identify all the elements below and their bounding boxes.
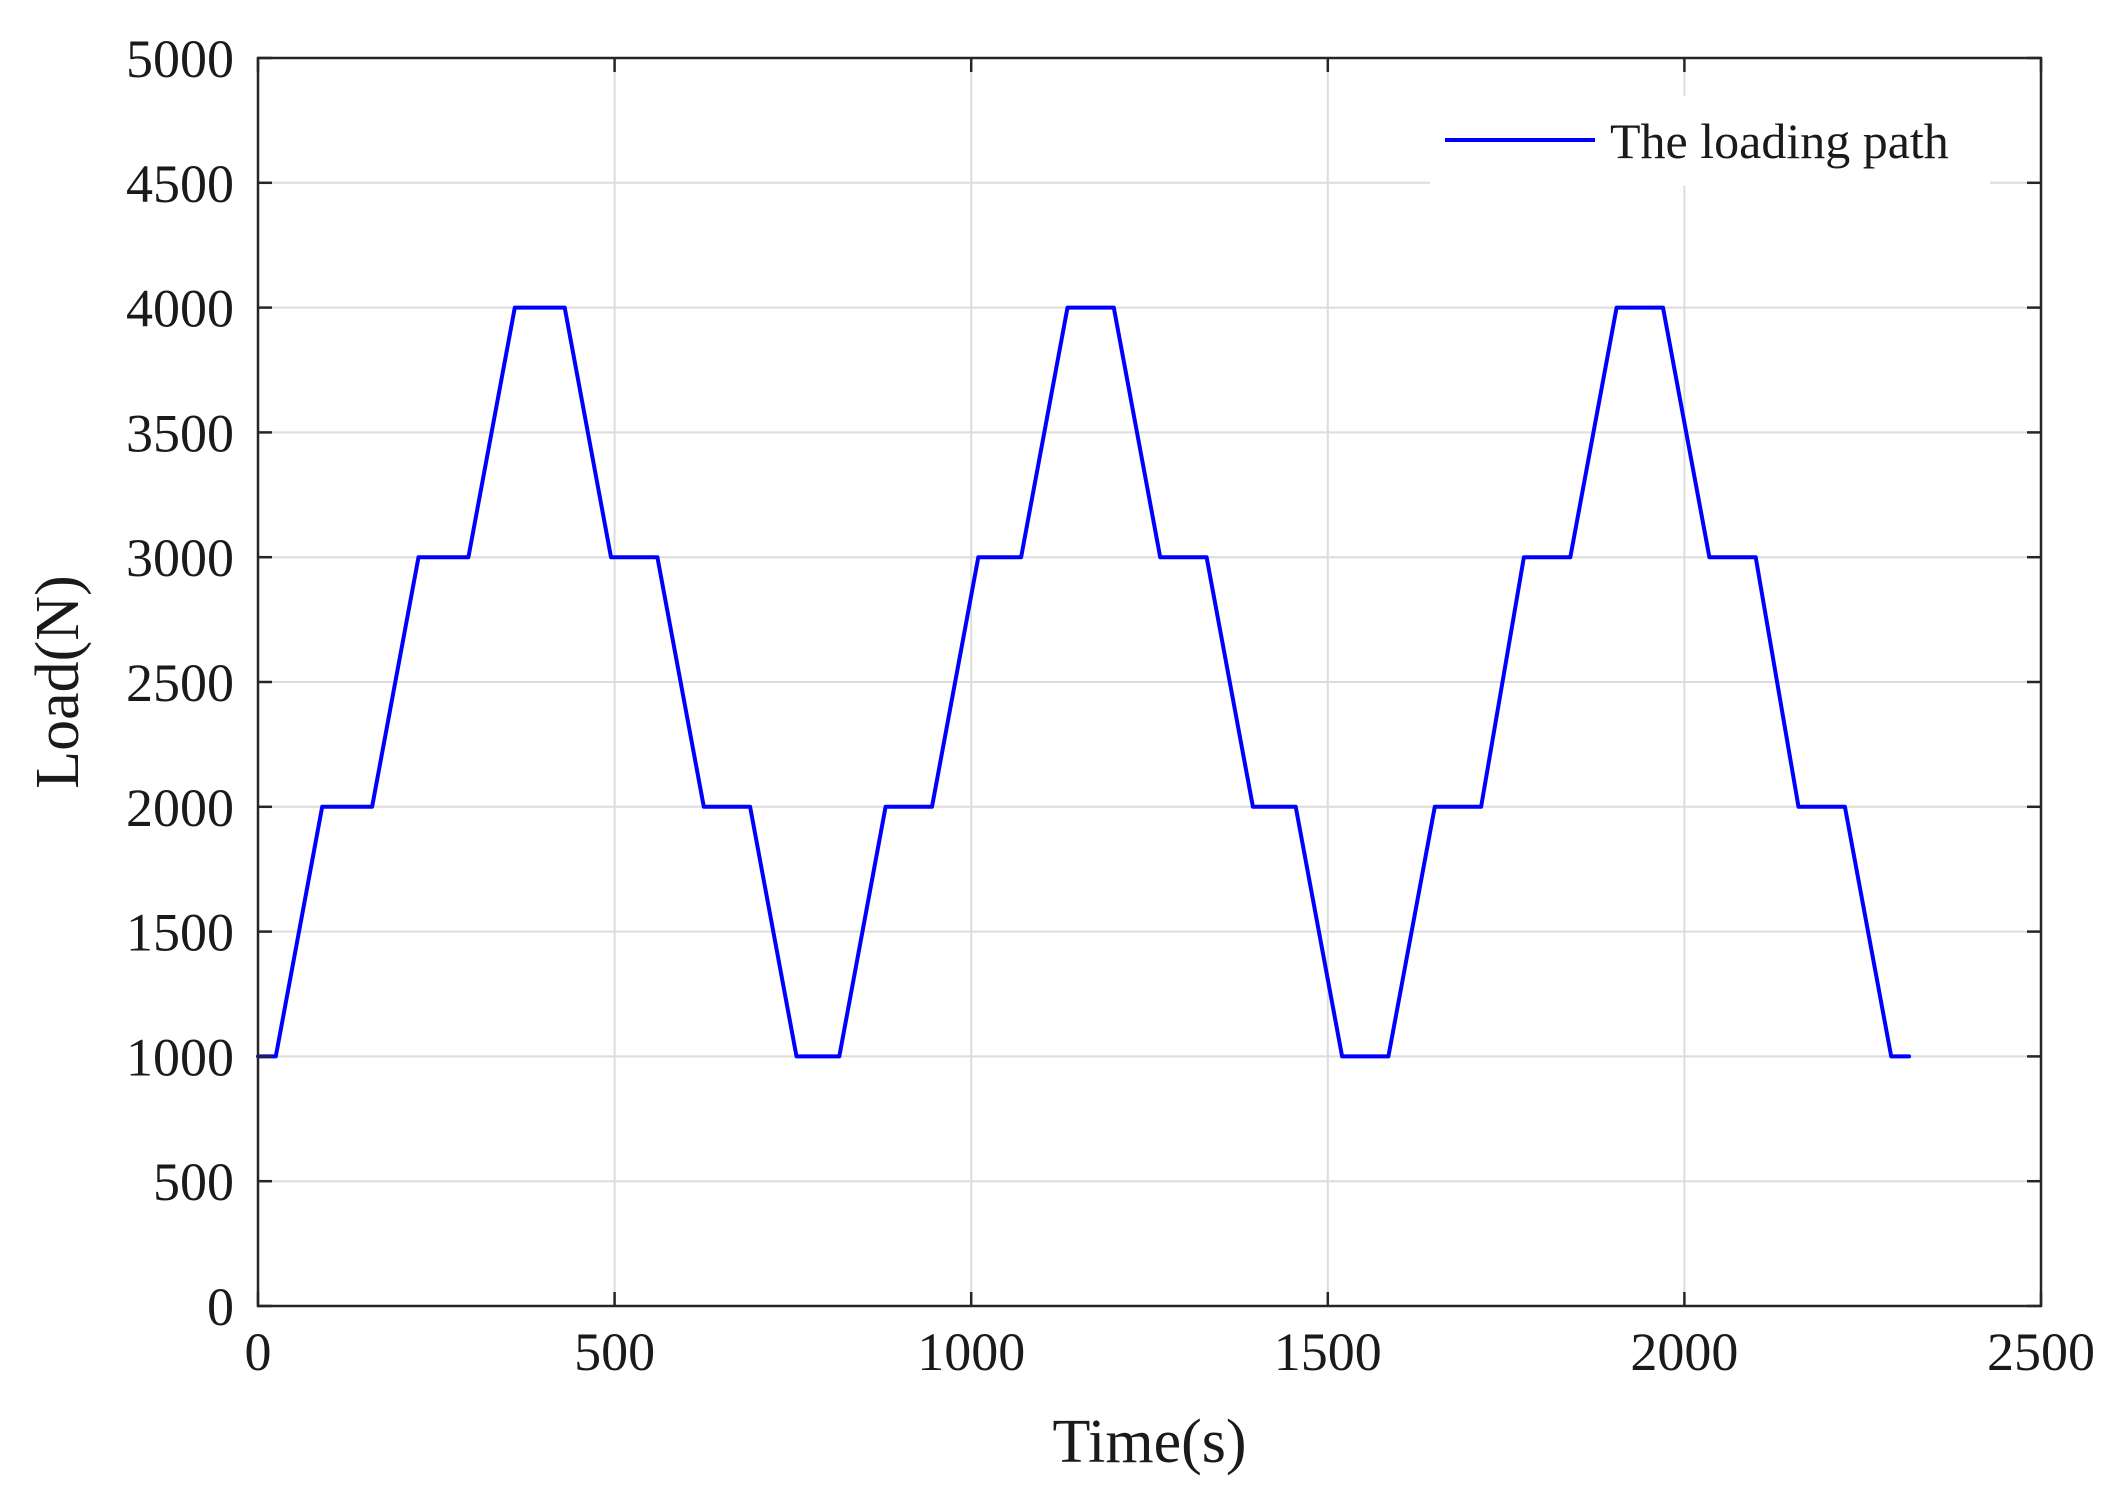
grid <box>258 58 2041 1306</box>
y-tick-label: 4500 <box>126 154 234 214</box>
y-tick-label: 500 <box>153 1152 234 1212</box>
series-layer <box>256 305 1912 1059</box>
x-tick-label: 2500 <box>1987 1322 2095 1382</box>
x-tick-label: 0 <box>245 1322 272 1382</box>
y-tick-label: 5000 <box>126 29 234 89</box>
y-axis-label: Load(N) <box>24 575 92 788</box>
y-tick-label: 3500 <box>126 403 234 463</box>
y-tick-label: 3000 <box>126 528 234 588</box>
x-tick-label: 2000 <box>1630 1322 1738 1382</box>
y-tick-label: 2500 <box>126 653 234 713</box>
y-tick-label: 1500 <box>126 903 234 963</box>
x-axis-label: Time(s) <box>1052 1408 1246 1476</box>
series-line <box>256 305 1912 1059</box>
x-tick-label: 1500 <box>1274 1322 1382 1382</box>
y-tick-label: 0 <box>207 1277 234 1337</box>
legend-label: The loading path <box>1610 113 1949 169</box>
y-tick-label: 2000 <box>126 778 234 838</box>
y-tick-label: 1000 <box>126 1027 234 1087</box>
legend: The loading path <box>1430 96 1990 186</box>
y-tick-label: 4000 <box>126 279 234 339</box>
ticks: 0 500 1000 1500 2000 2500 0 500 1000 1500 2000 2500… <box>126 29 2095 1382</box>
x-tick-label: 1000 <box>917 1322 1025 1382</box>
x-tick-label: 500 <box>574 1322 655 1382</box>
